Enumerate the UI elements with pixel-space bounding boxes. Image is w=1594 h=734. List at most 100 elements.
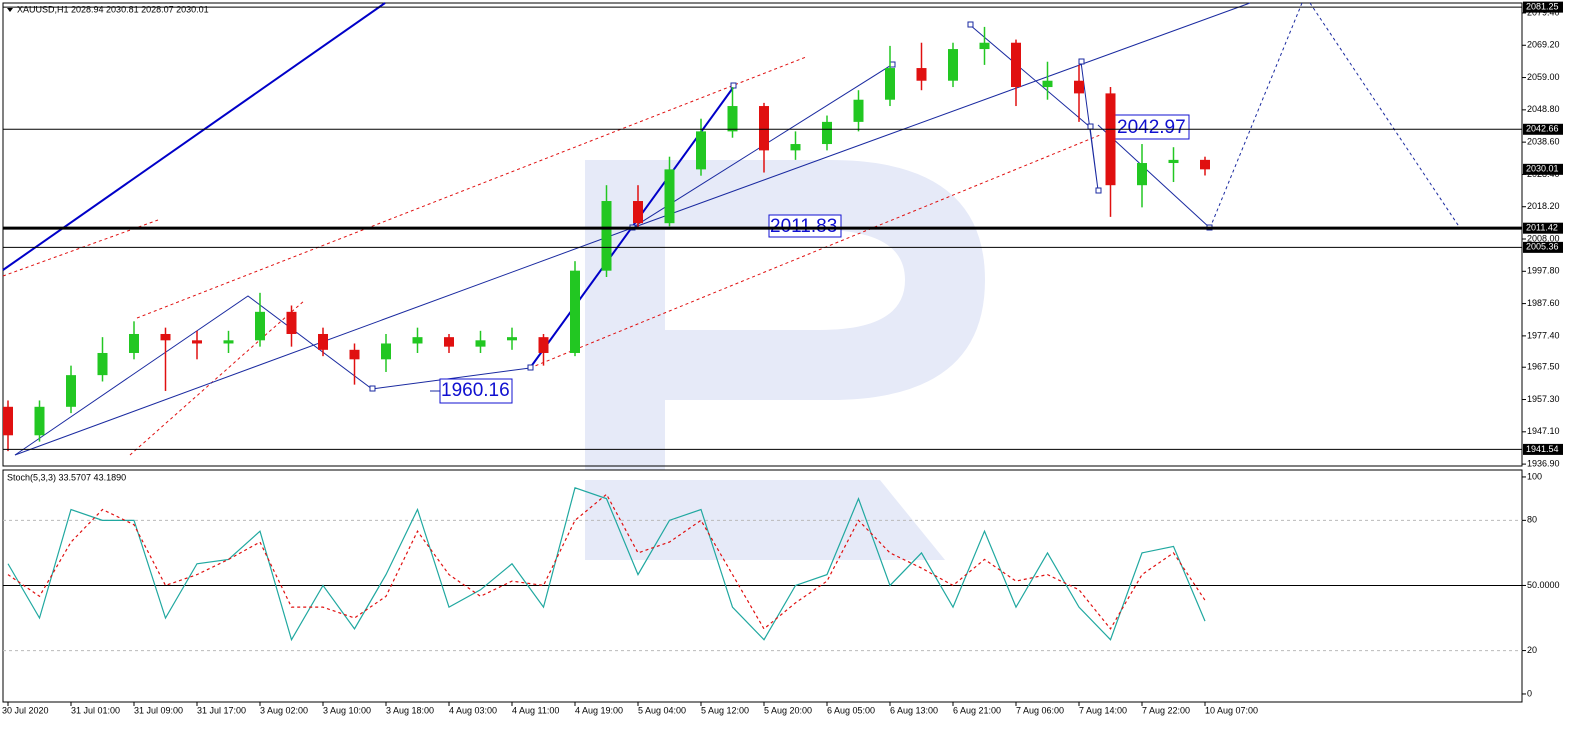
x-tick-label: 6 Aug 21:00 — [953, 705, 1001, 715]
x-tick-label: 7 Aug 22:00 — [1142, 705, 1190, 715]
x-tick-label: 7 Aug 14:00 — [1079, 705, 1127, 715]
y-tick-label: 2018.20 — [1527, 201, 1560, 211]
x-tick-label: 4 Aug 03:00 — [449, 705, 497, 715]
candle-body — [129, 333, 139, 353]
level-label: 2081.25 — [1526, 1, 1559, 11]
level-label-box — [1523, 443, 1563, 455]
stoch-line — [7, 493, 1206, 630]
x-tick-label: 5 Aug 12:00 — [701, 705, 749, 715]
x-tick-label: 4 Aug 19:00 — [575, 705, 623, 715]
annotation-box — [439, 378, 513, 404]
trend-drawings — [2, 2, 1461, 456]
y-tick-label: 50.0000 — [1527, 580, 1560, 590]
candle-body — [412, 337, 423, 344]
y-tick-label: 20 — [1527, 645, 1537, 655]
level-label-box — [1523, 241, 1563, 253]
candle-body — [1074, 80, 1084, 94]
candle-body — [664, 169, 675, 224]
x-tick-label: 4 Aug 11:00 — [512, 705, 559, 715]
x-tick-label: 10 Aug 07:00 — [1205, 705, 1258, 715]
x-tick-label: 31 Jul 17:00 — [197, 705, 246, 715]
level-label: 2042.66 — [1526, 124, 1559, 134]
candle-body — [192, 340, 202, 344]
candle-body — [223, 340, 234, 344]
y-tick-label: 80 — [1527, 515, 1537, 525]
y-tick-label: 1997.80 — [1527, 266, 1560, 276]
x-tick-label: 31 Jul 09:00 — [134, 705, 183, 715]
stoch-line — [7, 487, 1206, 642]
y-tick-label: 2008.00 — [1527, 233, 1560, 243]
candle-body — [507, 337, 517, 341]
candle-body — [570, 270, 580, 353]
y-tick-label: 2069.20 — [1527, 40, 1560, 50]
candle-body — [3, 406, 13, 436]
candle-body — [34, 406, 45, 436]
y-tick-label: 2059.00 — [1527, 72, 1560, 82]
bid-label-box — [1523, 163, 1563, 175]
level-label-box — [1523, 222, 1563, 234]
x-tick-label: 6 Aug 13:00 — [890, 705, 938, 715]
annotation-box — [768, 214, 842, 238]
x-tick-label: 3 Aug 02:00 — [260, 705, 308, 715]
y-tick-label: 1967.50 — [1527, 362, 1560, 372]
annotation: 2011.83 — [770, 216, 837, 237]
candle-body — [759, 106, 769, 151]
x-tick-label: 31 Jul 01:00 — [71, 705, 120, 715]
y-tick-label: 1977.40 — [1527, 330, 1560, 340]
candle-body — [696, 131, 706, 170]
x-tick-label: 3 Aug 10:00 — [323, 705, 371, 715]
candle-body — [1105, 93, 1116, 186]
bid-label: 2030.01 — [1526, 164, 1559, 174]
candle-body — [349, 349, 360, 360]
x-tick-label: 5 Aug 20:00 — [764, 705, 812, 715]
y-tick-label: 1947.10 — [1527, 426, 1560, 436]
candle-body — [66, 375, 76, 407]
candle-body — [727, 106, 738, 132]
candle-body — [601, 201, 612, 271]
x-tick-label: 5 Aug 04:00 — [638, 705, 686, 715]
candle-body — [1011, 42, 1021, 88]
y-tick-label: 2048.80 — [1527, 104, 1560, 114]
candle-body — [1200, 159, 1210, 170]
candle-body — [633, 201, 643, 224]
y-tick-label: 2038.60 — [1527, 137, 1560, 147]
candle-body — [790, 144, 801, 151]
chart-title: XAUUSD,H1 2028.94 2030.81 2028.07 2030.0… — [17, 4, 209, 14]
candle-body — [538, 337, 549, 353]
candle-body — [286, 311, 297, 334]
annotations: 2042.97 2011.83 1960.16 — [439, 114, 1190, 404]
x-tick-label: 30 Jul 2020 — [2, 705, 49, 715]
level-label: 2011.42 — [1526, 223, 1558, 233]
candle-body — [1042, 80, 1053, 88]
candle-body — [948, 49, 958, 81]
y-tick-label: 1936.90 — [1527, 458, 1560, 468]
menu-arrow[interactable] — [7, 8, 13, 12]
candle-body — [822, 121, 832, 145]
annotation: 1960.16 — [441, 380, 510, 401]
candle-body — [381, 343, 391, 360]
candle-body — [885, 68, 895, 100]
level-label-box — [1523, 1, 1563, 13]
annotation: 2042.97 — [1117, 117, 1186, 138]
y-tick-label: 1957.30 — [1527, 394, 1560, 404]
y-tick-label: 100 — [1527, 471, 1542, 481]
candle-body — [475, 340, 486, 347]
y-tick-label: 0 — [1527, 688, 1532, 698]
candle-body — [1137, 163, 1147, 186]
candle-body — [444, 337, 454, 347]
x-tick-label: 7 Aug 06:00 — [1016, 705, 1064, 715]
x-tick-label: 6 Aug 05:00 — [827, 705, 875, 715]
candle-body — [97, 352, 108, 376]
level-label-box — [1523, 123, 1563, 135]
candle-body — [160, 333, 171, 341]
level-label: 2005.36 — [1526, 242, 1559, 252]
x-tick-label: 3 Aug 18:00 — [386, 705, 434, 715]
candle-body — [979, 42, 990, 50]
candle-body — [255, 311, 265, 341]
stoch-panel — [2, 469, 1523, 703]
indicator-title: Stoch(5,3,3) 33.5707 43.1890 — [7, 472, 126, 482]
candle-body — [1168, 159, 1179, 164]
level-label: 1941.54 — [1526, 444, 1559, 454]
main-panel — [2, 2, 1523, 467]
